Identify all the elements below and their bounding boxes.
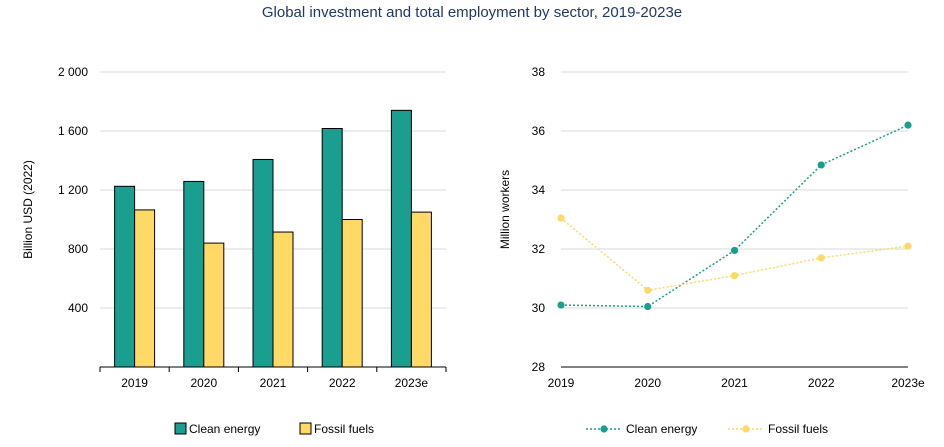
point-fossil-fuels [644,286,652,294]
line-ytick-label: 30 [532,301,546,315]
line-y-axis-label: Million workers [498,170,512,249]
bar-ytick-label: 800 [68,242,88,256]
bar-ytick-label: 1 200 [58,183,88,197]
legend-swatch-clean-energy [174,422,187,435]
bar-y-axis-label: Billion USD (2022) [21,160,35,259]
employment-line-chart: 28 30 32 34 36 38 2019 2020 2021 2022 2023e Million… [498,65,925,390]
bar-fossil-fuels [272,231,294,368]
line-ytick-label: 32 [532,242,546,256]
point-fossil-fuels [730,271,739,280]
bar-xtick-label: 2021 [260,376,287,390]
bar-ytick-label: 1 600 [58,124,88,138]
series-line-fossil-fuels [560,217,909,292]
point-fossil-fuels [557,214,565,222]
point-fossil-fuels [904,242,912,250]
line-xtick-label: 2021 [721,376,748,390]
line-xtick-label: 2022 [808,376,835,390]
employment-legend: Clean energy Fossil fuels [586,422,828,436]
point-clean-energy [644,302,652,311]
point-clean-energy [730,246,739,255]
legend-marker-fossil-fuels [742,425,750,433]
bar-clean-energy [390,109,412,368]
legend-label-fossil-fuels: Fossil fuels [314,422,374,436]
point-clean-energy [904,121,912,129]
investment-bar-chart: 400 800 1 200 1 600 2 000 2019 2020 2021 2022 202… [21,65,447,390]
investment-legend: Clean energy Fossil fuels [174,422,374,436]
bar-xtick-label: 2020 [190,376,217,390]
point-fossil-fuels [817,254,825,262]
legend-label-clean-energy: Clean energy [189,422,260,436]
bar-fossil-fuels [341,219,363,368]
legend-label-clean-energy: Clean energy [626,422,697,436]
bar-xtick-label: 2023e [395,376,429,390]
line-xtick-label: 2023e [891,376,925,390]
legend-marker-clean-energy [600,425,608,433]
line-ytick-label: 28 [532,360,546,374]
line-ytick-label: 36 [532,124,546,138]
bar-ytick-label: 2 000 [58,65,88,79]
bar-clean-energy [183,180,205,368]
bar-xtick-label: 2022 [329,376,356,390]
bar-clean-energy [114,185,136,368]
bar-clean-energy [321,127,343,368]
line-ytick-label: 38 [532,65,546,79]
bar-fossil-fuels [203,242,225,368]
bar-xtick-label: 2019 [121,376,148,390]
series-line-clean-energy [560,124,909,308]
line-xtick-label: 2020 [634,376,661,390]
legend-swatch-fossil-fuels [299,422,312,435]
point-clean-energy [817,161,825,169]
bar-ytick-label: 400 [68,301,88,315]
legend-label-fossil-fuels: Fossil fuels [768,422,828,436]
bar-clean-energy [252,158,274,368]
bar-fossil-fuels [134,209,156,368]
line-xtick-label: 2019 [548,376,575,390]
chart-title: Global investment and total employment b… [261,4,683,21]
point-clean-energy [557,301,565,309]
line-ytick-label: 34 [532,183,546,197]
bar-fossil-fuels [410,211,432,368]
